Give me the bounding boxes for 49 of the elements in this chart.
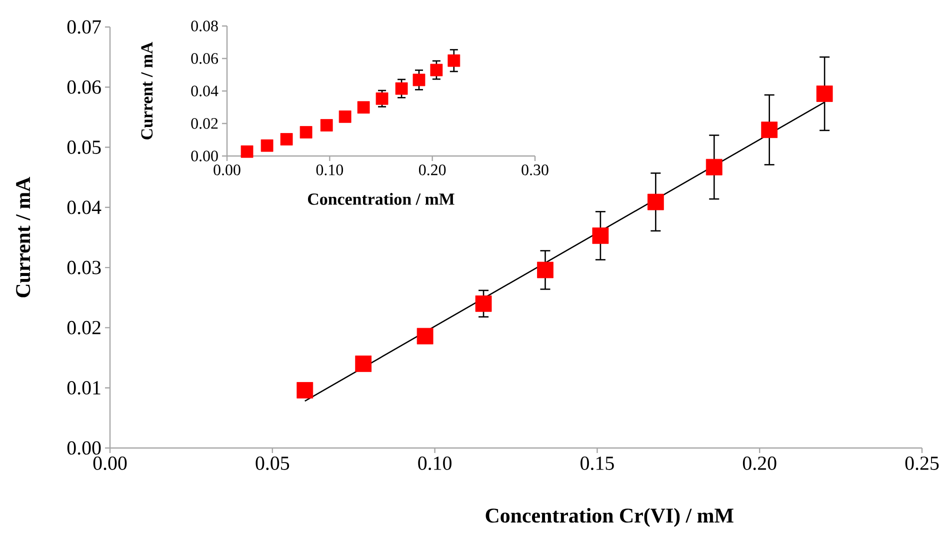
x-tick-label: 0.10	[316, 164, 344, 176]
y-tick-label: 0.04	[67, 200, 102, 214]
point	[240, 145, 254, 158]
point	[296, 382, 314, 398]
y-tick-label: 0.05	[67, 140, 101, 154]
point	[260, 139, 274, 152]
point	[357, 101, 370, 114]
x-tick-label: 0.30	[522, 164, 548, 176]
point	[338, 110, 352, 123]
x-axis-title: Concentration / mM	[308, 192, 454, 205]
point	[395, 82, 408, 95]
point	[300, 126, 312, 138]
x-tick-label: 0.00	[214, 164, 240, 176]
point	[761, 122, 778, 138]
point	[320, 119, 333, 132]
point	[647, 194, 664, 210]
y-axis-title: Current / mA	[141, 42, 153, 140]
y-tick-label: 0.02	[67, 320, 100, 334]
x-tick-label: 0.15	[580, 456, 614, 470]
point	[376, 92, 388, 105]
point	[355, 356, 372, 372]
x-tick-label: 0.20	[419, 164, 446, 176]
point	[280, 133, 293, 146]
x-tick-label: 0.00	[93, 456, 127, 470]
y-tick-label: 0.08	[191, 20, 218, 32]
x-tick-label: 0.10	[418, 456, 452, 470]
y-tick-label: 0.01	[67, 381, 100, 395]
y-tick-label: 0.06	[67, 80, 101, 94]
point	[706, 158, 722, 176]
x-tick-label: 0.20	[742, 456, 776, 470]
y-tick-label: 0.00	[191, 150, 218, 162]
point	[412, 74, 426, 86]
x-tick-label: 0.25	[905, 456, 939, 470]
point	[537, 262, 554, 278]
point	[448, 54, 460, 67]
x-axis-title: Concentration Cr(VI) / mM	[486, 508, 734, 527]
x-tick-label: 0.05	[256, 456, 290, 470]
y-tick-label: 0.00	[67, 441, 101, 455]
y-tick-label: 0.07	[67, 20, 101, 34]
y-tick-label: 0.04	[191, 86, 218, 96]
y-tick-label: 0.03	[67, 260, 101, 274]
point	[592, 227, 609, 244]
y-axis-title: Current / mA	[16, 176, 30, 298]
point	[416, 328, 434, 344]
point	[475, 295, 492, 312]
y-tick-label: 0.02	[191, 118, 218, 129]
point	[816, 86, 833, 102]
y-tick-label: 0.06	[191, 53, 218, 64]
point	[430, 64, 443, 76]
